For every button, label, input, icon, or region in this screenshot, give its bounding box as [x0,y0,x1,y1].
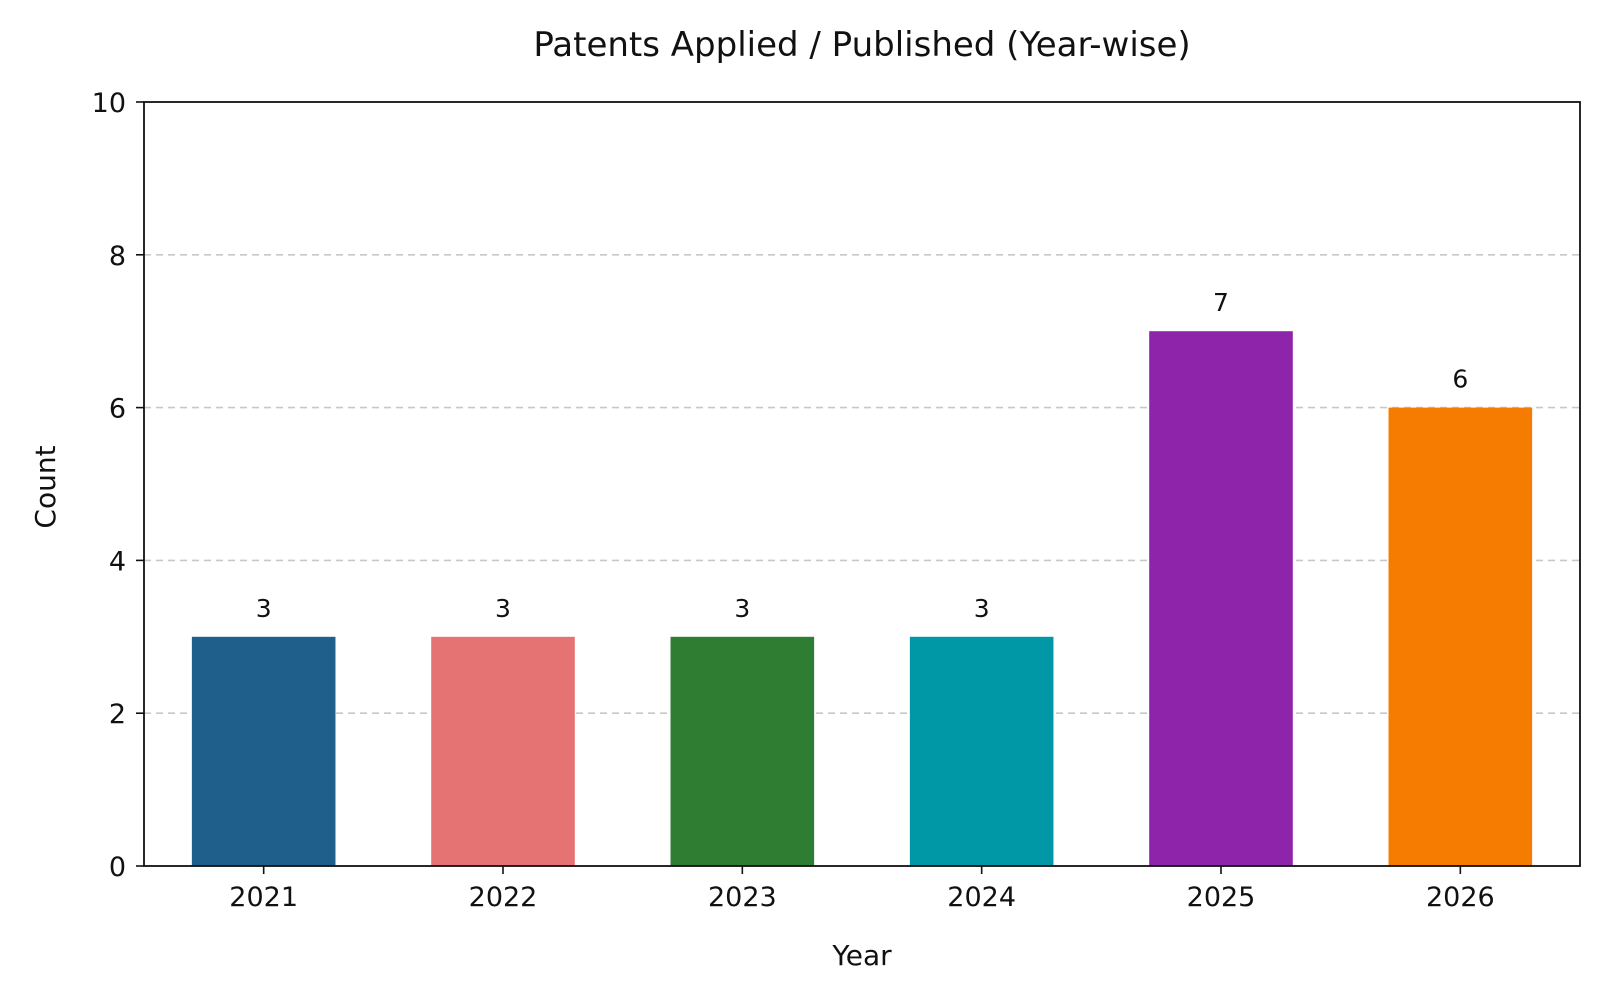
data-labels: 3 3 3 3 7 6 [256,288,1469,623]
bar-2023 [670,636,815,866]
bar-2024 [909,636,1054,866]
y-tick-label-4: 4 [109,546,126,577]
bar-2025 [1149,331,1293,866]
x-tick-label-2024: 2024 [947,882,1016,913]
data-label-2022: 3 [495,594,511,623]
data-label-2021: 3 [256,594,272,623]
y-tick-label-6: 6 [109,394,126,425]
data-label-2025: 7 [1213,288,1229,317]
x-tick-label-2026: 2026 [1426,882,1495,913]
y-tick-label-0: 0 [109,852,126,883]
y-tick-label-2: 2 [109,699,126,730]
x-tick-label-2025: 2025 [1187,882,1256,913]
y-tick-label-10: 10 [92,88,126,119]
plot-frame [143,101,1581,867]
bars [191,331,1533,866]
x-tick-label-2022: 2022 [469,882,538,913]
chart-title: Patents Applied / Published (Year-wise) [533,25,1190,65]
x-tick-label-2021: 2021 [229,882,298,913]
gridlines [144,254,1580,715]
data-label-2024: 3 [974,594,990,623]
bar-2026 [1388,407,1533,866]
axes: 2021 2022 2023 2024 2025 2026 0 2 4 6 8 10 [92,88,1581,913]
bar-2021 [191,636,336,866]
y-axis-label: Count [29,445,62,528]
data-label-2023: 3 [734,594,750,623]
bar-2022 [431,636,575,866]
x-tick-label-2023: 2023 [708,882,777,913]
y-tick-label-8: 8 [109,241,126,272]
x-axis-label: Year [831,939,892,972]
data-label-2026: 6 [1452,365,1468,394]
